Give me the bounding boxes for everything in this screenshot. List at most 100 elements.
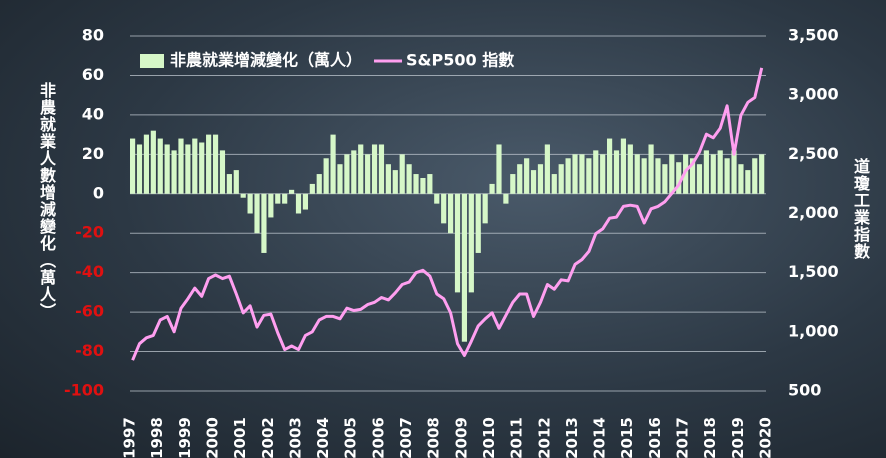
- bar: [448, 194, 453, 233]
- bar: [192, 139, 197, 194]
- bar: [559, 164, 564, 194]
- bar: [628, 144, 633, 193]
- x-tick-label: 2013: [563, 417, 581, 458]
- bar: [434, 194, 439, 204]
- bar: [621, 139, 626, 194]
- x-tick-label: 2001: [231, 417, 249, 458]
- bar: [324, 158, 329, 194]
- bar: [282, 194, 287, 204]
- bar: [165, 144, 170, 193]
- bar: [510, 174, 515, 194]
- bar: [669, 154, 674, 193]
- bar: [407, 164, 412, 194]
- bar: [427, 174, 432, 194]
- bar: [296, 194, 301, 214]
- bar: [517, 164, 522, 194]
- x-tick-label: 2003: [286, 417, 304, 458]
- y-tick-label: 60: [82, 65, 104, 84]
- bar: [711, 154, 716, 193]
- bar: [725, 158, 730, 194]
- bar: [137, 144, 142, 193]
- x-tick-label: 2007: [397, 417, 415, 458]
- x-tick-label: 2015: [618, 417, 636, 458]
- y-tick-label: 20: [82, 144, 104, 163]
- y-axis-title: 非農就業人數增減變化（萬人）: [34, 82, 58, 320]
- bar: [538, 164, 543, 194]
- bar: [178, 139, 183, 194]
- bar: [289, 190, 294, 194]
- bar: [199, 143, 204, 194]
- y2-tick-label: 3,500: [788, 26, 839, 45]
- x-tick-label: 2004: [314, 417, 332, 458]
- x-tick-label: 1997: [121, 417, 139, 458]
- y-tick-label: -60: [75, 302, 104, 321]
- bar: [607, 139, 612, 194]
- page: {"chart_data": { "type": "combo", "y_lab…: [0, 0, 886, 458]
- y2-tick-label: 2,500: [788, 144, 839, 163]
- x-tick-label: 2010: [480, 417, 498, 458]
- bar: [158, 139, 163, 194]
- bar: [248, 194, 253, 214]
- x-tick-label: 2017: [674, 417, 692, 458]
- chart-frame: -100-80-60-40-200204060805001,0001,5002,…: [0, 0, 886, 458]
- bar: [413, 174, 418, 194]
- bar: [372, 144, 377, 193]
- bar: [483, 194, 488, 224]
- bar: [206, 135, 211, 194]
- bar: [441, 194, 446, 224]
- y2-axis-title: 道瓊工業指數: [848, 158, 872, 260]
- bar: [642, 158, 647, 194]
- bar: [393, 170, 398, 194]
- bar: [351, 150, 356, 193]
- bar: [503, 194, 508, 204]
- bar: [386, 164, 391, 194]
- bar: [310, 184, 315, 194]
- bar: [420, 178, 425, 194]
- bar: [759, 154, 764, 193]
- bar: [524, 158, 529, 194]
- x-tick-label: 2008: [425, 417, 443, 458]
- bar: [234, 170, 239, 194]
- y-tick-label: 40: [82, 104, 104, 123]
- bar: [330, 135, 335, 194]
- bar: [358, 144, 363, 193]
- bar: [455, 194, 460, 293]
- x-tick-label: 2020: [757, 417, 775, 458]
- y-tick-label: -20: [75, 223, 104, 242]
- y2-tick-label: 1,000: [788, 321, 839, 340]
- legend-label: S&P500 指數: [406, 51, 514, 70]
- bar: [462, 194, 467, 342]
- bar: [738, 164, 743, 194]
- bar: [593, 150, 598, 193]
- bar: [752, 158, 757, 194]
- x-tick-label: 2006: [369, 417, 387, 458]
- bar: [185, 144, 190, 193]
- x-tick-label: 2016: [646, 417, 664, 458]
- bar: [344, 154, 349, 193]
- bar: [144, 135, 149, 194]
- bar: [704, 150, 709, 193]
- bar: [476, 194, 481, 253]
- bar: [718, 150, 723, 193]
- x-tick-label: 2000: [203, 417, 221, 458]
- bar: [130, 139, 135, 194]
- bar: [213, 135, 218, 194]
- x-tick-label: 2009: [452, 417, 470, 458]
- bar: [400, 154, 405, 193]
- legend-swatch: [140, 54, 164, 68]
- bar: [531, 170, 536, 194]
- bar: [600, 154, 605, 193]
- bar: [303, 194, 308, 210]
- bar: [496, 144, 501, 193]
- bar: [579, 154, 584, 193]
- bar: [469, 194, 474, 293]
- x-tick-label: 2014: [591, 417, 609, 458]
- x-tick-label: 2002: [259, 417, 277, 458]
- bar: [635, 154, 640, 193]
- bar: [365, 154, 370, 193]
- x-tick-label: 1998: [148, 417, 166, 458]
- y2-tick-label: 500: [788, 381, 821, 400]
- bar: [731, 150, 736, 193]
- bar: [317, 174, 322, 194]
- bar: [261, 194, 266, 253]
